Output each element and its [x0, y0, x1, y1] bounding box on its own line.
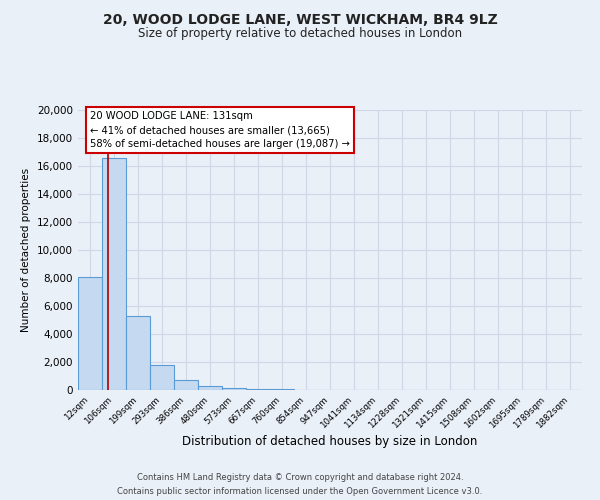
Bar [198, 386, 222, 390]
X-axis label: Distribution of detached houses by size in London: Distribution of detached houses by size … [182, 436, 478, 448]
Bar [222, 388, 246, 390]
Bar [102, 158, 126, 390]
Bar [246, 389, 270, 390]
Text: 20 WOOD LODGE LANE: 131sqm
← 41% of detached houses are smaller (13,665)
58% of : 20 WOOD LODGE LANE: 131sqm ← 41% of deta… [90, 112, 350, 150]
Text: Contains HM Land Registry data © Crown copyright and database right 2024.: Contains HM Land Registry data © Crown c… [137, 473, 463, 482]
Bar [174, 380, 198, 390]
Text: 20, WOOD LODGE LANE, WEST WICKHAM, BR4 9LZ: 20, WOOD LODGE LANE, WEST WICKHAM, BR4 9… [103, 12, 497, 26]
Text: Contains public sector information licensed under the Open Government Licence v3: Contains public sector information licen… [118, 486, 482, 496]
Text: Size of property relative to detached houses in London: Size of property relative to detached ho… [138, 28, 462, 40]
Bar [126, 316, 150, 390]
Bar [150, 365, 174, 390]
Bar [78, 276, 102, 390]
Y-axis label: Number of detached properties: Number of detached properties [22, 168, 31, 332]
